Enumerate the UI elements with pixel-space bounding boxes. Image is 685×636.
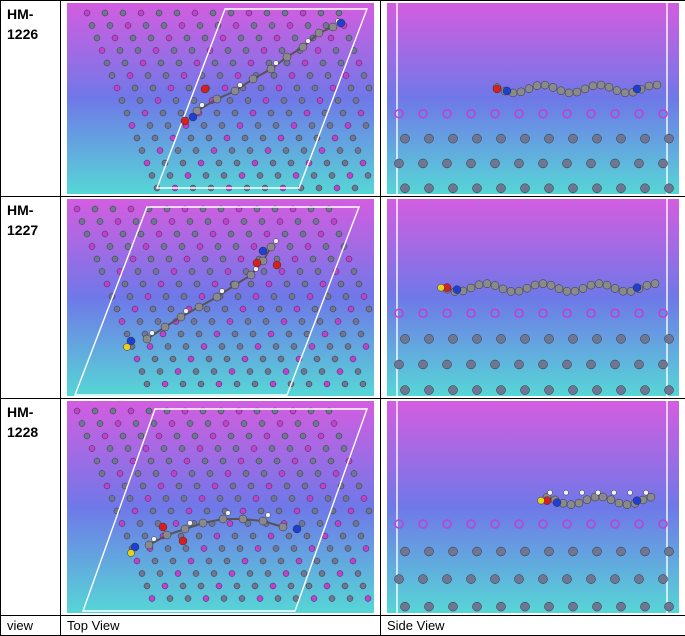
row-label-hm-1227: HM- 1227 <box>1 197 61 399</box>
side-view-cell <box>381 399 685 616</box>
side-view-image <box>387 3 679 194</box>
top-view-cell <box>61 197 381 399</box>
table-row: view Top View Side View <box>1 616 685 636</box>
row-label-hm-1226: HM- 1226 <box>1 1 61 197</box>
side-view-cell <box>381 1 685 197</box>
top-view-cell <box>61 1 381 197</box>
top-view-image <box>67 401 374 613</box>
table-row: HM- 1226 <box>1 1 685 197</box>
table-row: HM- 1227 <box>1 197 685 399</box>
top-view-image <box>67 199 374 396</box>
footer-view-label: view <box>1 616 61 636</box>
table-row: HM- 1228 <box>1 399 685 616</box>
label-number: 1227 <box>7 220 60 240</box>
label-prefix: HM- <box>7 4 60 24</box>
side-view-cell <box>381 197 685 399</box>
footer-top-view-label: Top View <box>61 616 381 636</box>
side-view-image <box>387 199 679 396</box>
footer-side-view-label: Side View <box>381 616 685 636</box>
row-label-hm-1228: HM- 1228 <box>1 399 61 616</box>
label-number: 1226 <box>7 24 60 44</box>
top-view-cell <box>61 399 381 616</box>
label-prefix: HM- <box>7 402 60 422</box>
label-number: 1228 <box>7 422 60 442</box>
label-prefix: HM- <box>7 200 60 220</box>
side-view-image <box>387 401 679 613</box>
top-view-image <box>67 3 374 194</box>
